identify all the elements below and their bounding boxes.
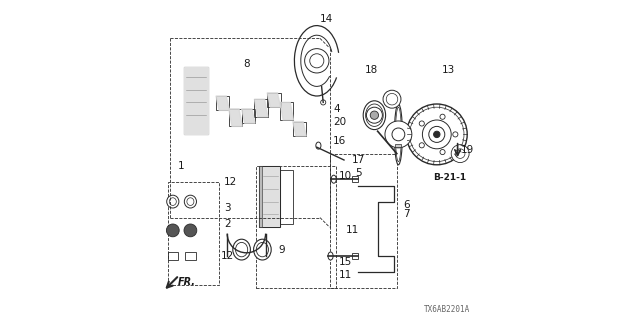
Ellipse shape — [332, 175, 337, 183]
Text: 8: 8 — [243, 59, 250, 69]
Circle shape — [184, 224, 197, 237]
Circle shape — [440, 114, 445, 119]
Circle shape — [166, 224, 179, 237]
Ellipse shape — [233, 239, 250, 260]
Bar — [184, 67, 208, 134]
Circle shape — [453, 132, 458, 137]
Circle shape — [422, 120, 451, 149]
Bar — [186, 252, 196, 260]
Polygon shape — [280, 102, 293, 120]
Text: 11: 11 — [346, 225, 359, 236]
Bar — [396, 144, 401, 147]
Ellipse shape — [187, 198, 194, 205]
Bar — [216, 96, 230, 110]
Polygon shape — [229, 109, 243, 126]
Circle shape — [406, 104, 467, 165]
Text: 6: 6 — [403, 200, 410, 210]
Ellipse shape — [253, 239, 271, 260]
Bar — [168, 252, 178, 260]
Ellipse shape — [184, 195, 196, 208]
Bar — [256, 166, 336, 288]
Text: 12: 12 — [221, 251, 234, 261]
Ellipse shape — [236, 243, 248, 257]
Bar — [259, 166, 280, 227]
Polygon shape — [292, 122, 307, 136]
Ellipse shape — [166, 195, 179, 208]
Bar — [259, 166, 262, 227]
Text: FR.: FR. — [178, 276, 196, 287]
Polygon shape — [268, 93, 280, 107]
Bar — [254, 99, 268, 117]
Circle shape — [451, 145, 469, 163]
Ellipse shape — [394, 104, 403, 165]
Bar — [352, 176, 358, 182]
Bar — [259, 166, 280, 227]
Text: 14: 14 — [320, 14, 333, 24]
Circle shape — [321, 100, 326, 105]
Bar — [229, 109, 243, 126]
Text: 15: 15 — [339, 257, 353, 268]
Circle shape — [392, 128, 404, 141]
Bar — [280, 170, 293, 224]
Ellipse shape — [316, 142, 321, 149]
Text: 10: 10 — [339, 171, 353, 181]
Circle shape — [370, 111, 379, 119]
Circle shape — [429, 126, 445, 142]
Ellipse shape — [328, 252, 333, 260]
Circle shape — [419, 121, 424, 126]
Bar — [242, 109, 255, 123]
Polygon shape — [254, 99, 268, 117]
Text: 20: 20 — [333, 116, 346, 127]
Circle shape — [383, 90, 401, 108]
Text: 5: 5 — [355, 168, 362, 178]
Circle shape — [440, 149, 445, 155]
Ellipse shape — [364, 101, 385, 130]
Bar — [268, 93, 280, 107]
Ellipse shape — [396, 107, 401, 162]
Text: 18: 18 — [365, 65, 378, 76]
Polygon shape — [259, 166, 280, 227]
Circle shape — [385, 121, 412, 148]
Circle shape — [455, 149, 465, 158]
Text: B-21-1: B-21-1 — [433, 173, 466, 182]
Circle shape — [310, 54, 324, 68]
Bar — [280, 102, 293, 120]
Text: 7: 7 — [403, 209, 410, 220]
Bar — [292, 122, 306, 136]
Bar — [168, 182, 219, 285]
Polygon shape — [216, 96, 230, 110]
Bar — [330, 154, 397, 288]
Bar — [184, 67, 188, 134]
Text: 19: 19 — [461, 145, 474, 156]
Text: TX6AB2201A: TX6AB2201A — [424, 305, 470, 314]
Text: 16: 16 — [333, 136, 346, 146]
Text: 2: 2 — [224, 219, 230, 229]
Bar — [352, 253, 358, 259]
Text: 9: 9 — [278, 244, 285, 255]
Text: 13: 13 — [442, 65, 455, 76]
Polygon shape — [184, 67, 208, 134]
Ellipse shape — [365, 104, 383, 126]
Circle shape — [410, 107, 464, 162]
Circle shape — [434, 131, 440, 138]
Text: 4: 4 — [334, 104, 340, 114]
Ellipse shape — [169, 198, 177, 205]
Text: 12: 12 — [224, 177, 237, 188]
Text: 11: 11 — [339, 270, 353, 280]
Text: 17: 17 — [352, 155, 365, 165]
Ellipse shape — [256, 243, 269, 257]
Circle shape — [387, 93, 398, 105]
Text: 3: 3 — [224, 203, 230, 213]
Circle shape — [305, 49, 329, 73]
Polygon shape — [242, 109, 255, 123]
Circle shape — [366, 107, 383, 123]
Circle shape — [419, 143, 424, 148]
Text: 1: 1 — [178, 161, 184, 172]
